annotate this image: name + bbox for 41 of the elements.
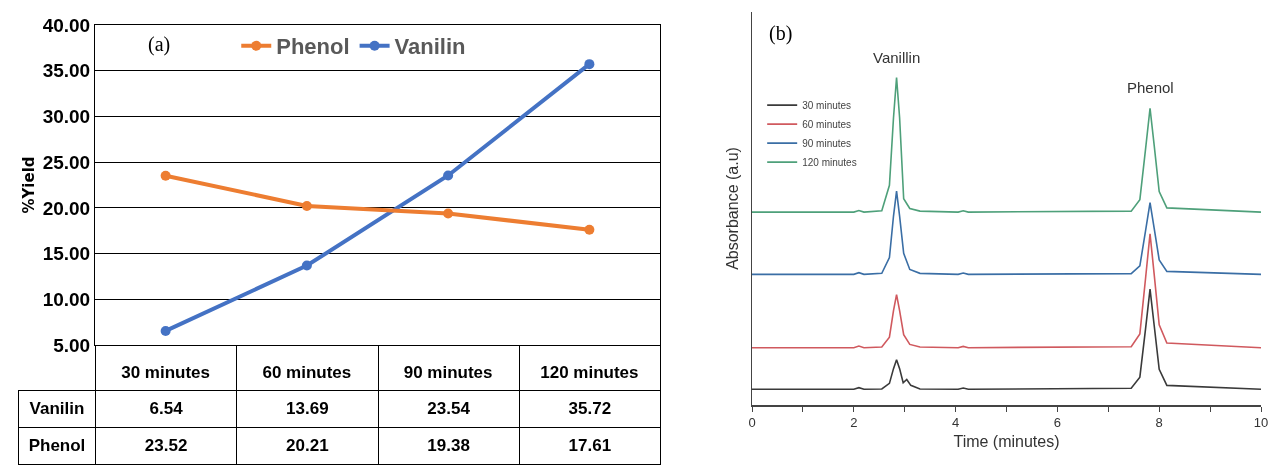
data-label: 19.38	[378, 427, 520, 465]
x-tick-label: 6	[1053, 415, 1062, 431]
x-axis-title: Time (minutes)	[953, 432, 1060, 450]
x-tick-label: 60 minutes	[262, 363, 352, 383]
data-label: 35.72	[519, 390, 661, 428]
legend-label: 90 minutes	[802, 138, 852, 149]
y-tick-label: 5.00	[53, 334, 91, 356]
y-axis-title: Absorbance (a.u)	[723, 147, 741, 270]
y-tick-label: 20.00	[42, 197, 91, 219]
legend-label: Vanilin	[394, 34, 466, 60]
y-tick-label: 25.00	[42, 151, 91, 173]
data-label: 6.54	[95, 390, 237, 428]
x-tick-label: 120 minutes	[540, 363, 639, 383]
text: Phenol	[28, 436, 86, 455]
y-tick-label: 10.00	[42, 288, 91, 310]
annotation: Phenol	[1127, 79, 1174, 96]
annotation: Vanillin	[873, 49, 921, 66]
x-tick-label: 8	[1155, 415, 1163, 431]
data-label: 17.61	[519, 427, 661, 465]
text: Vanilin	[29, 399, 85, 418]
x-tick-label: 90 minutes	[403, 363, 493, 383]
legend-label: 30 minutes	[802, 100, 852, 111]
data-label: 20.21	[236, 427, 378, 465]
data-label: 13.69	[236, 390, 378, 428]
x-tick-label: 30 minutes	[121, 363, 211, 383]
legend-label: Phenol	[276, 34, 350, 60]
data-label: 23.54	[378, 390, 520, 428]
y-tick-label: 15.00	[42, 243, 91, 265]
x-tick-label: 0	[748, 415, 756, 431]
legend-label: 120 minutes	[802, 157, 857, 168]
x-tick-label: 2	[850, 415, 858, 431]
y-tick-label: 35.00	[42, 60, 91, 82]
text: (b)	[769, 22, 793, 45]
legend-label: 60 minutes	[802, 119, 852, 130]
data-label: 23.52	[95, 427, 237, 465]
x-tick-label: 10	[1253, 415, 1269, 431]
y-tick-label: 30.00	[42, 106, 91, 128]
y-tick-label: 40.00	[42, 14, 91, 36]
annotation: (a)	[148, 33, 171, 56]
y-axis-title: %Yield	[19, 156, 38, 214]
x-tick-label: 4	[951, 415, 960, 431]
